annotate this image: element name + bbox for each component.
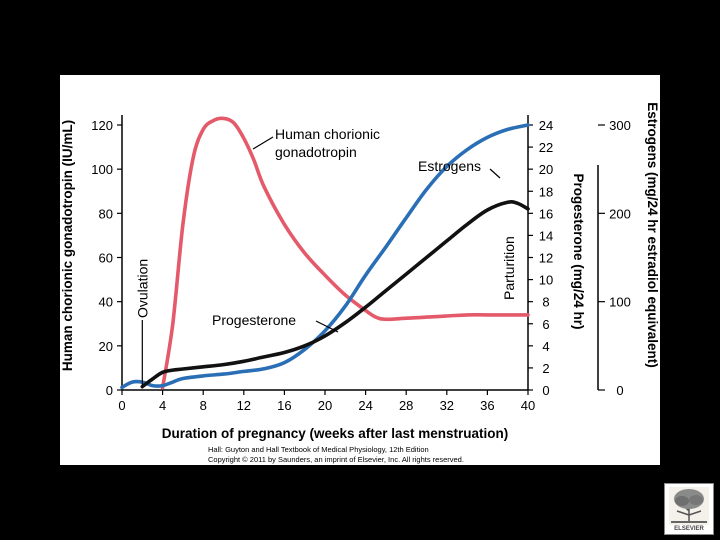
estrogens-curve <box>120 123 530 390</box>
progesterone-axis-title: Progesterone (mg/24 hr) <box>571 173 586 329</box>
hcg-curve <box>160 116 530 390</box>
progesterone-tick-label: 20 <box>539 162 553 177</box>
estrogens-tick-label: 0 <box>616 383 623 398</box>
progesterone-tick-label: 2 <box>542 361 549 376</box>
ovulation-label: Ovulation <box>134 259 150 318</box>
progesterone-tick-label: 22 <box>539 140 553 155</box>
x-tick-label: 0 <box>118 398 125 413</box>
progesterone-tick-label: 6 <box>542 317 549 332</box>
tree-icon <box>669 487 709 525</box>
estrogens-axis-title: Estrogens (mg/24 hr estradiol equivalent… <box>645 102 660 368</box>
estrogens-label: Estrogens <box>418 158 481 174</box>
left-y-tick-label: 0 <box>106 383 113 398</box>
parturition-label: Parturition <box>501 236 517 300</box>
progesterone-label: Progesterone <box>212 312 296 328</box>
progesterone-tick-label: 12 <box>539 251 553 266</box>
progesterone-leader-line <box>315 320 339 333</box>
figure-panel: 0 4 8 12 16 20 24 28 32 36 40 Duration of pregnancy… <box>60 75 660 465</box>
estrogens-tick-label: 100 <box>609 295 631 310</box>
publisher-wordmark: ELSEVIER <box>674 526 704 532</box>
credit-line-2: Copyright © 2011 by Saunders, an imprint… <box>208 455 464 464</box>
left-y-tick-label: 40 <box>99 295 113 310</box>
left-y-tick-label: 120 <box>91 118 113 133</box>
x-tick-label: 40 <box>521 398 535 413</box>
x-tick-label: 36 <box>480 398 494 413</box>
progesterone-tick-label: 14 <box>539 228 553 243</box>
progesterone-tick-label: 24 <box>539 118 553 133</box>
left-y-tick-label: 100 <box>91 162 113 177</box>
left-y-tick-label: 80 <box>99 206 113 221</box>
progesterone-tick-label: 10 <box>539 273 553 288</box>
left-y-axis-title: Human chorionic gonadotropin (IU/mL) <box>60 120 75 371</box>
x-tick-label: 4 <box>159 398 166 413</box>
progesterone-tick-label: 4 <box>542 339 549 354</box>
progesterone-curve <box>140 200 530 389</box>
hcg-label-line-2: gonadotropin <box>275 144 357 160</box>
x-tick-label: 8 <box>200 398 207 413</box>
x-tick-label: 16 <box>277 398 291 413</box>
x-tick-label: 12 <box>237 398 251 413</box>
hcg-leader-line <box>252 136 274 150</box>
progesterone-tick-label: 8 <box>542 295 549 310</box>
x-tick-label: 24 <box>358 398 372 413</box>
left-y-tick-label: 60 <box>99 251 113 266</box>
progesterone-tick-label: 16 <box>539 206 553 221</box>
estrogens-leader-line <box>489 168 501 179</box>
publisher-logo: ELSEVIER <box>664 483 714 535</box>
left-y-tick-label: 20 <box>99 339 113 354</box>
credit-line-1: Hall: Guyton and Hall Textbook of Medica… <box>208 445 429 454</box>
estrogens-tick-label: 200 <box>609 206 631 221</box>
x-tick-label: 32 <box>440 398 454 413</box>
hcg-label-line-1: Human chorionic <box>275 126 380 142</box>
x-tick-label: 28 <box>399 398 413 413</box>
progesterone-tick-label: 0 <box>542 383 549 398</box>
figure-credit: Hall: Guyton and Hall Textbook of Medica… <box>208 445 464 465</box>
progesterone-tick-label: 18 <box>539 184 553 199</box>
estrogens-tick-label: 300 <box>609 118 631 133</box>
x-tick-label: 20 <box>318 398 332 413</box>
x-axis-title: Duration of pregnancy (weeks after last … <box>162 426 509 441</box>
